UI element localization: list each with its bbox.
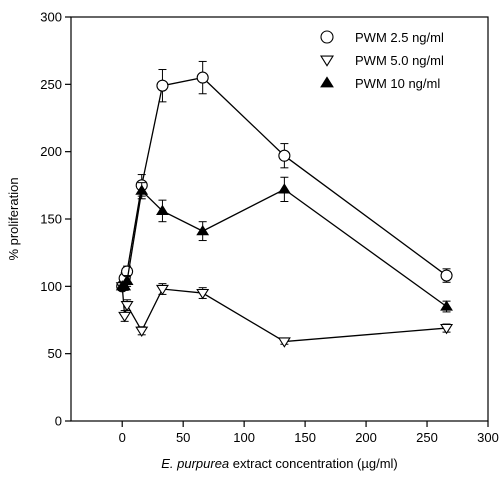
x-tick-label: 300: [477, 430, 499, 445]
marker-triangle-up-filled: [320, 76, 334, 88]
ticks: 0 50 100 150 200 250 300 0 50 100 150 200 250 300: [40, 10, 499, 446]
x-axis-label-italic: E. purpurea: [161, 456, 229, 471]
marker-circle-open: [320, 30, 334, 44]
x-tick-label: 100: [233, 430, 255, 445]
marker-triangle-up-filled: [277, 183, 291, 194]
y-tick-label: 100: [40, 279, 62, 294]
marker-triangle-up-filled: [135, 184, 149, 195]
marker-triangle-down-open: [320, 55, 334, 67]
x-tick-label: 50: [176, 430, 190, 445]
legend-item: PWM 2.5 ng/ml: [320, 30, 444, 45]
marker-circle-open: [196, 71, 209, 84]
marker-triangle-up-filled: [156, 204, 169, 215]
y-axis-label: % proliferation: [6, 177, 21, 260]
legend-label: PWM 5.0 ng/ml: [355, 53, 444, 68]
marker-circle-open: [278, 149, 291, 162]
x-axis-label-rest: extract concentration (µg/ml): [229, 456, 398, 471]
series-3: [115, 176, 453, 313]
marker-triangle-up-filled: [120, 274, 134, 286]
marker-triangle-down-open: [118, 311, 132, 323]
x-tick-label: 150: [294, 430, 316, 445]
y-tick-label: 250: [40, 77, 62, 92]
y-tick-label: 300: [40, 10, 62, 25]
marker-triangle-down-open: [440, 323, 454, 335]
marker-triangle-down-open: [155, 284, 169, 296]
legend-item: PWM 5.0 ng/ml: [320, 53, 444, 68]
x-tick-label: 200: [355, 430, 377, 445]
y-tick-label: 50: [48, 346, 62, 361]
series-2: [115, 281, 454, 348]
x-tick-label: 250: [416, 430, 438, 445]
legend-label: PWM 2.5 ng/ml: [355, 30, 444, 45]
y-tick-label: 150: [40, 212, 62, 227]
marker-triangle-down-open: [135, 326, 149, 338]
series-line: [122, 188, 447, 308]
marker-circle-open: [440, 269, 453, 282]
y-tick-label: 200: [40, 144, 62, 159]
series-line: [121, 286, 447, 343]
marker-triangle-up-filled: [440, 300, 453, 311]
x-tick-label: 0: [119, 430, 126, 445]
legend-label: PWM 10 ng/ml: [355, 76, 440, 91]
marker-circle-open: [156, 79, 169, 92]
marker-triangle-down-open: [120, 301, 134, 312]
y-tick-label: 0: [55, 414, 62, 429]
series-1: [116, 60, 453, 293]
marker-triangle-up-filled: [118, 280, 132, 291]
legend: PWM 2.5 ng/ml PWM 5.0 ng/ml PWM 10 ng/ml: [320, 30, 444, 91]
series-layer: [115, 60, 454, 348]
marker-triangle-up-filled: [196, 224, 210, 236]
x-axis-label: E. purpurea extract concentration (µg/ml…: [161, 456, 398, 471]
marker-triangle-down-open: [196, 288, 210, 300]
marker-triangle-down-open: [277, 337, 291, 348]
legend-item: PWM 10 ng/ml: [320, 76, 440, 91]
